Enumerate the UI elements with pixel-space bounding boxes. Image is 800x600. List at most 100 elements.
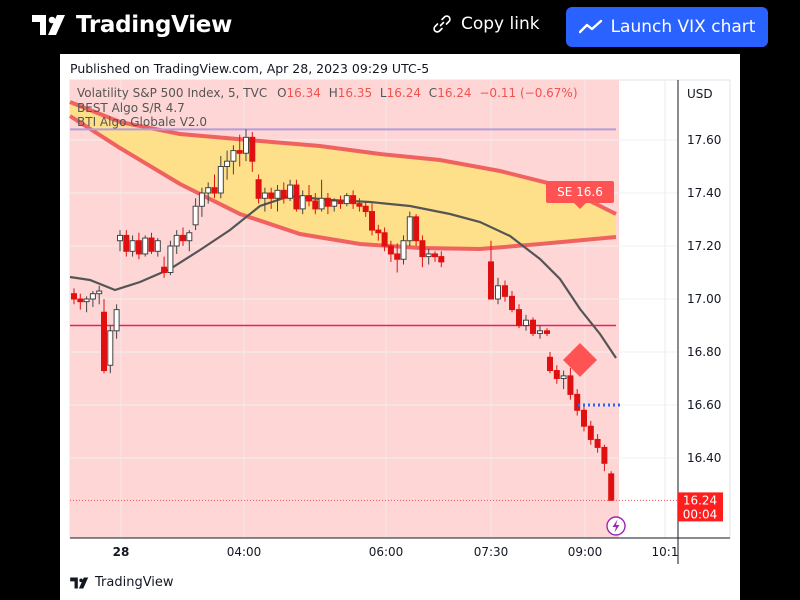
candle-body: [198, 192, 205, 207]
legend-high-label: H: [328, 86, 338, 100]
price-tick-label: 17.20: [687, 239, 721, 253]
candle-body: [243, 136, 249, 154]
footer-brand: TradingView: [95, 575, 174, 590]
candle-body: [186, 232, 193, 242]
band-lower-line: [68, 114, 617, 252]
signal-label-text: SE 16.6: [557, 185, 603, 199]
tradingview-logo[interactable]: TradingView: [32, 12, 232, 38]
candle-body: [432, 253, 438, 258]
candle-body: [154, 240, 161, 252]
candle-body: [530, 319, 536, 334]
time-tick-label: 06:00: [369, 545, 404, 559]
chart-legend: Volatility S&P 500 Index, 5, TVC O16.34 …: [77, 86, 578, 130]
legend-ohlc-row[interactable]: Volatility S&P 500 Index, 5, TVC O16.34 …: [77, 86, 578, 101]
candle-body: [356, 203, 363, 207]
candle-body: [192, 205, 199, 226]
bar-countdown: 00:04: [683, 507, 718, 521]
legend-indicator-1[interactable]: BEST Algo S/R 4.7: [77, 100, 185, 115]
candle-body: [205, 187, 212, 194]
link-icon: [433, 15, 451, 33]
candle-body: [581, 409, 587, 427]
price-axis-ticks[interactable]: 17.60 17.40 17.20 17.00 16.80 16.60 16.40: [687, 133, 721, 465]
candle-body: [400, 240, 407, 260]
candle-body: [148, 237, 155, 252]
candle-body: [268, 192, 275, 199]
candle-body: [375, 229, 382, 234]
sell-signal-marker: [563, 342, 597, 377]
candle-body: [236, 150, 243, 154]
candle-body: [343, 195, 350, 205]
candle-body: [544, 330, 550, 334]
candle-body: [413, 216, 420, 242]
chart-card: Published on TradingView.com, Apr 28, 20…: [60, 54, 740, 600]
legend-close-label: C: [428, 86, 438, 100]
candle-body: [337, 200, 344, 205]
candle-body: [406, 216, 413, 242]
launch-chart-button[interactable]: Launch VIX chart: [566, 7, 768, 47]
candle-body: [123, 234, 130, 252]
candle-body: [523, 319, 529, 327]
candle-body: [567, 375, 574, 395]
candle-body: [369, 211, 375, 231]
candle-body: [287, 184, 294, 199]
candle-body: [113, 309, 120, 332]
top-bar: TradingView Copy link Launch VIX chart: [0, 0, 800, 54]
time-axis-ticks[interactable]: 28 04:00 06:00 07:30 09:00 10:1: [113, 545, 679, 559]
time-tick-label: 10:1: [652, 545, 679, 559]
candle-body: [394, 253, 401, 260]
price-tick-label: 16.80: [687, 345, 721, 359]
price-tick-label: 17.40: [687, 186, 721, 200]
candle-body: [488, 261, 494, 300]
price-chart[interactable]: SE 16.6 USD 17.60 17.40 17.20 17.00 16.80 16.…: [60, 54, 740, 600]
candle-body: [107, 330, 114, 366]
published-note: Published on TradingView.com, Apr 28, 20…: [70, 61, 430, 76]
price-tick-label: 17.00: [687, 292, 721, 306]
price-tick-label: 16.40: [687, 451, 721, 465]
candle-body: [608, 473, 615, 501]
legend-symbol: Volatility S&P 500 Index, 5, TVC: [77, 86, 268, 100]
candle-body: [381, 232, 388, 247]
legend-low-label: L: [379, 86, 387, 100]
candle-body: [560, 375, 567, 380]
time-tick-label: 04:00: [227, 545, 262, 559]
candle-body: [350, 195, 357, 205]
candle-body: [331, 200, 338, 207]
chart-trend-icon: [578, 19, 602, 34]
time-tick-label: 28: [113, 545, 130, 559]
copy-link-button[interactable]: Copy link: [432, 14, 540, 34]
legend-close-value: 16.24: [437, 86, 472, 100]
candle-body: [173, 234, 180, 247]
legend-indicator-2[interactable]: BTI Algo Globale V2.0: [77, 115, 208, 129]
candle-body: [161, 266, 168, 273]
candle-body: [142, 237, 149, 255]
candle-body: [71, 293, 77, 300]
time-tick-label: 09:00: [568, 545, 603, 559]
candle-body: [438, 256, 445, 263]
candle-body: [83, 298, 90, 303]
candle-body: [224, 160, 231, 167]
tradingview-logo-icon: [70, 577, 89, 588]
candle-body: [117, 234, 123, 242]
candle-body: [255, 179, 262, 199]
candle-body: [312, 200, 319, 210]
candle-body: [306, 195, 312, 202]
candle-body: [211, 187, 218, 194]
candle-body: [293, 184, 300, 210]
lightning-icon[interactable]: [606, 516, 626, 536]
candle-body: [101, 311, 107, 372]
candle-body: [587, 425, 594, 440]
candle-body: [180, 234, 186, 242]
candle-body: [495, 285, 501, 300]
candle-body: [553, 370, 560, 379]
candle-body: [249, 136, 256, 162]
legend-high-value: 16.35: [337, 86, 373, 100]
candle-body: [502, 285, 508, 297]
price-tick-label: 17.60: [687, 133, 721, 147]
candle-body: [419, 240, 426, 258]
tradingview-logo-icon: [32, 15, 65, 35]
legend-change: −0.11 (−0.67%): [479, 86, 578, 100]
candle-body: [537, 330, 543, 334]
currency-label: USD: [687, 87, 713, 101]
footer-logo[interactable]: TradingView: [70, 575, 174, 590]
candle-body: [299, 195, 306, 210]
